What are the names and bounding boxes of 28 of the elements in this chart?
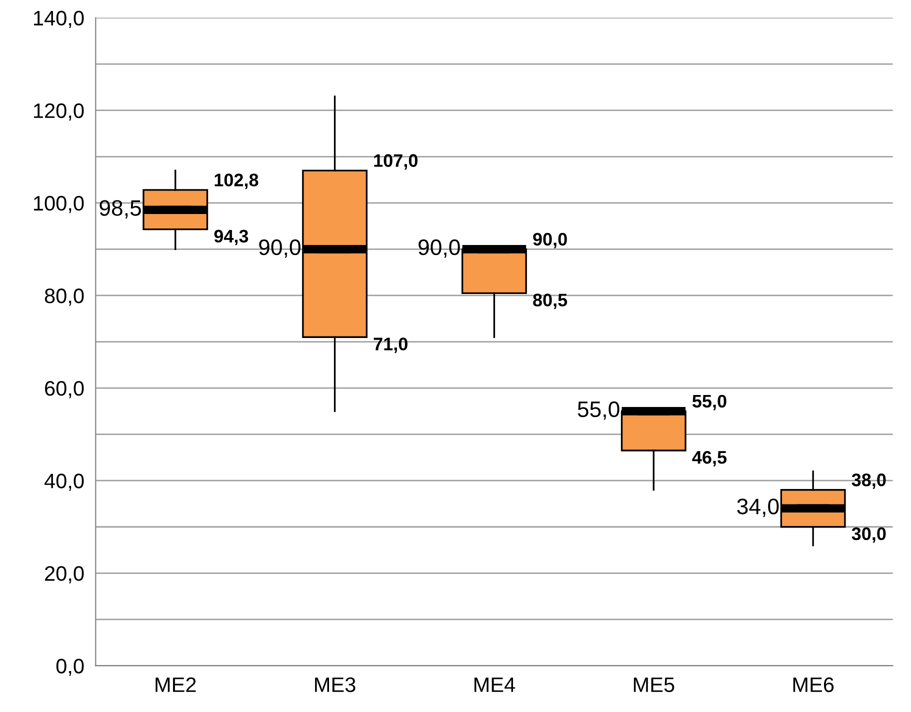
annotation: 46,5 <box>692 450 727 466</box>
annotation: 55,0 <box>692 394 726 410</box>
x-tick-label: ME4 <box>474 678 516 692</box>
x-tick-label: ME5 <box>634 678 674 692</box>
x-tick-label: ME6 <box>793 677 834 692</box>
x-tick-label: ME3 <box>315 677 356 692</box>
annotation: 38,0 <box>852 474 886 489</box>
y-tick-label: 40,0 <box>44 474 84 491</box>
annotation: 102,8 <box>214 174 258 190</box>
annotation: 90,0 <box>418 239 460 258</box>
y-tick-label: 120,0 <box>34 103 84 121</box>
annotation: 55,0 <box>578 401 620 420</box>
annotation: 30,0 <box>852 527 886 543</box>
annotation: 107,0 <box>374 154 418 170</box>
annotation: 34,0 <box>737 498 779 517</box>
annotation: 94,3 <box>214 230 248 246</box>
y-tick-label: 140,0 <box>34 10 84 28</box>
y-tick-label: 80,0 <box>44 288 84 306</box>
y-tick-label: 20,0 <box>45 566 84 584</box>
annotation: 90,0 <box>533 232 567 248</box>
annotation: 80,5 <box>533 294 568 310</box>
x-tick-label: ME2 <box>156 677 196 692</box>
y-tick-label: 60,0 <box>45 381 84 398</box>
annotation: 98,5 <box>100 200 141 218</box>
annotation: 90,0 <box>259 239 300 258</box>
y-tick-label: 100,0 <box>34 196 84 214</box>
annotation: 71,0 <box>374 338 408 354</box>
y-tick-label: 0,0 <box>56 658 84 676</box>
